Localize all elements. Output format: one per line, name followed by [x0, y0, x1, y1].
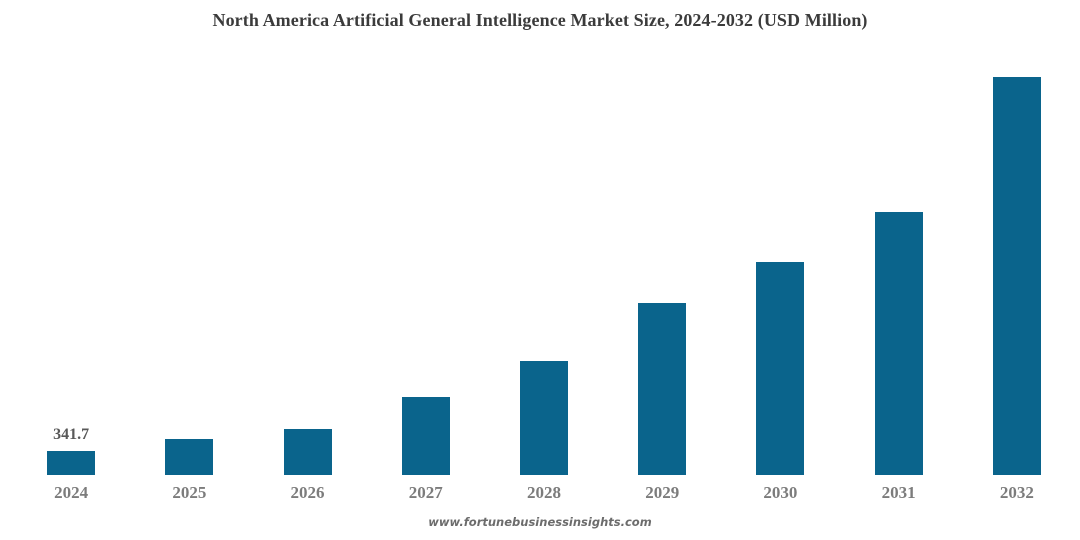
- bar-2030: [756, 262, 805, 475]
- bar-value-label-2024: 341.7: [53, 425, 90, 443]
- bar-slot-2025: [130, 75, 248, 475]
- x-tick-label-2026: 2026: [290, 483, 325, 502]
- x-tick-label-2031: 2031: [881, 483, 916, 502]
- bar-2029: [638, 303, 687, 475]
- bar-slot-2026: [248, 75, 366, 475]
- x-tick-label-2030: 2030: [763, 483, 798, 502]
- bar-2025: [165, 439, 214, 475]
- bar-slot-2030: [721, 75, 839, 475]
- x-tick-label-2032: 2032: [999, 483, 1034, 502]
- x-tick-label-2024: 2024: [54, 483, 89, 502]
- x-tick-label-2029: 2029: [645, 483, 680, 502]
- bar-slot-2031: [840, 75, 958, 475]
- chart-title: North America Artificial General Intelli…: [212, 10, 868, 30]
- bar-slot-2028: [485, 75, 603, 475]
- x-axis-labels: 2024 2025 2026 2027 2028 2029 2030 2031 2032: [12, 483, 1076, 503]
- bar-slot-2032: [958, 75, 1076, 475]
- bar-2032: [992, 77, 1041, 475]
- bar-2024: [47, 450, 96, 475]
- x-tick-label-2025: 2025: [172, 483, 207, 502]
- bar-slot-2029: [603, 75, 721, 475]
- x-tick-label-2028: 2028: [526, 483, 561, 502]
- bar-2031: [874, 211, 923, 475]
- bar-2027: [401, 396, 450, 475]
- plot-area: 341.7: [12, 75, 1076, 475]
- watermark-text: www.fortunebusinessinsights.com: [428, 515, 652, 529]
- x-tick-label-2027: 2027: [408, 483, 443, 502]
- bar-slot-2027: [367, 75, 485, 475]
- bar-2028: [519, 361, 568, 475]
- bar-2026: [283, 429, 332, 475]
- bar-slot-2024: 341.7: [12, 75, 130, 475]
